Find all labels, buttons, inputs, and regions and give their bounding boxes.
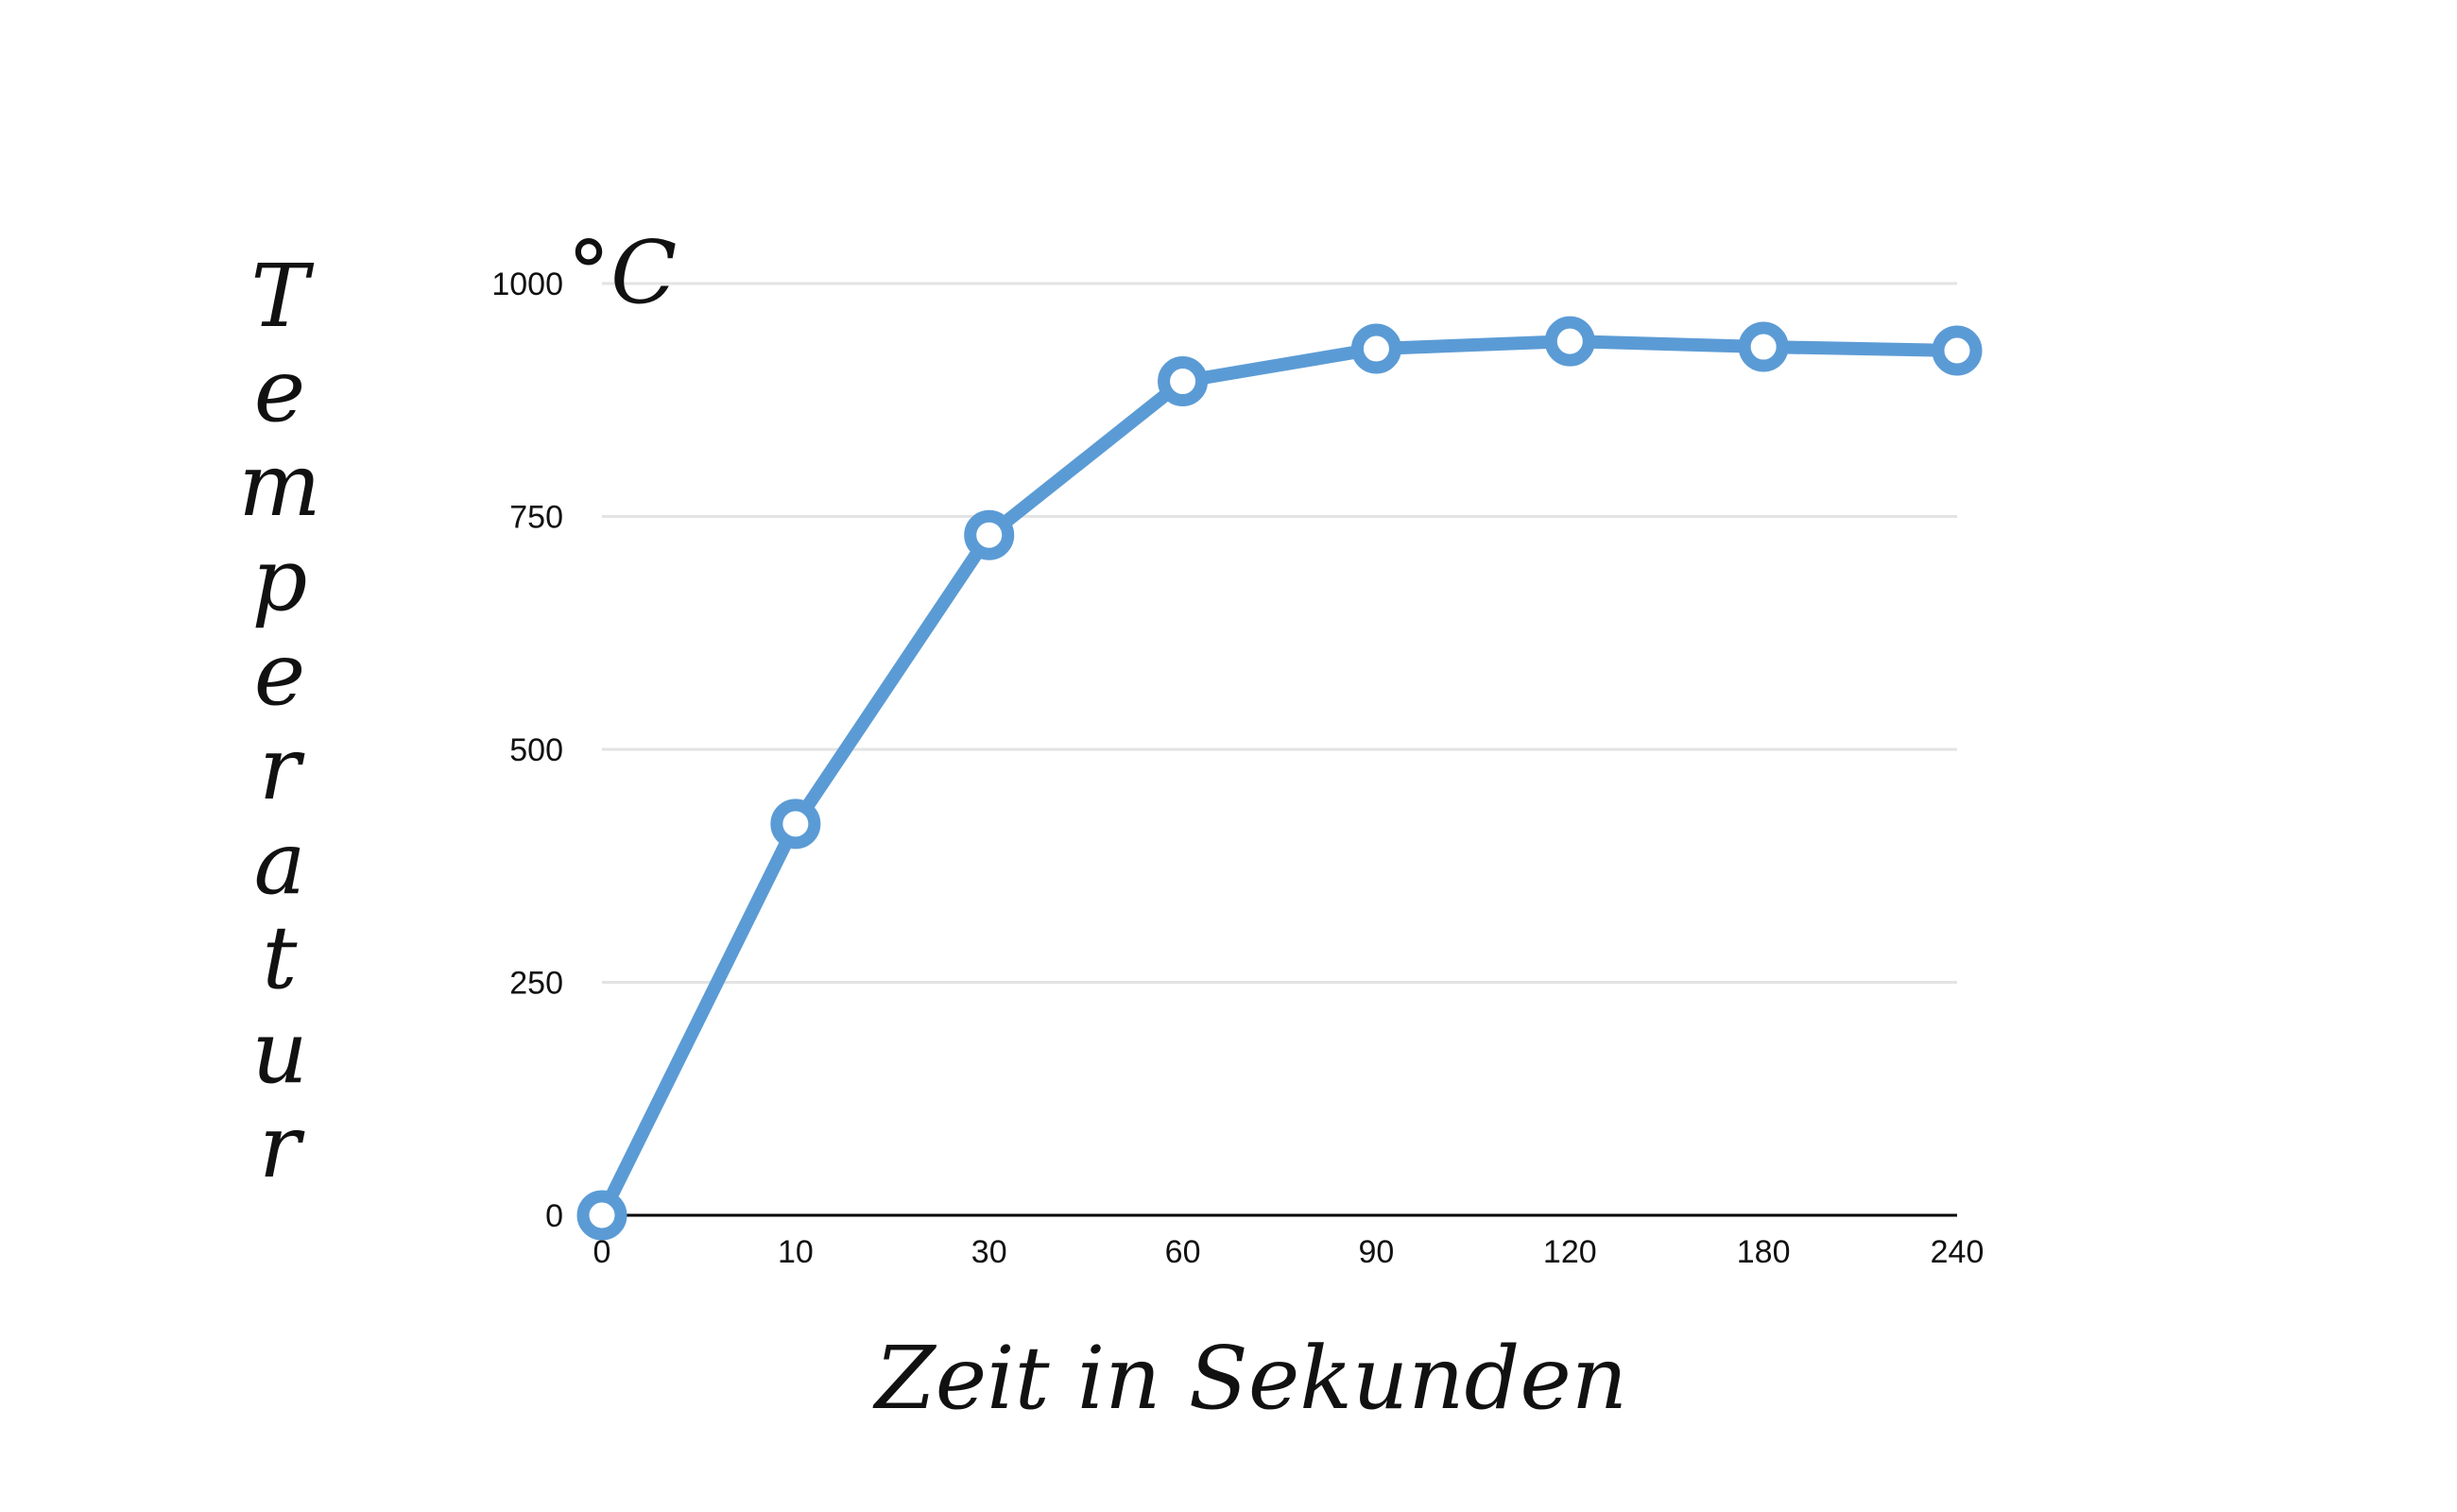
x-tick-labels: 0 10 30 60 90 120 180 240 — [593, 1234, 1984, 1270]
x-tick-label: 0 — [593, 1234, 611, 1270]
y-axis-title-letter: p — [252, 529, 308, 630]
y-axis-title-letter: e — [254, 340, 305, 441]
x-tick-label: 90 — [1359, 1234, 1395, 1270]
y-tick-label: 250 — [509, 966, 563, 1002]
y-axis-title-letter: t — [263, 907, 299, 1008]
data-point — [1544, 316, 1595, 367]
y-tick-label: 500 — [509, 732, 563, 768]
x-tick-label: 240 — [1931, 1234, 1984, 1270]
x-tick-label: 60 — [1165, 1234, 1201, 1270]
y-tick-label: 750 — [509, 500, 563, 536]
x-tick-label: 180 — [1737, 1234, 1791, 1270]
y-axis-title-letter: a — [254, 813, 306, 914]
y-tick-label: 1000 — [491, 266, 563, 302]
y-axis-title-letter: T — [250, 246, 314, 347]
y-axis-title-letter: r — [259, 718, 305, 819]
y-tick-labels: 0 250 500 750 1000 — [491, 266, 563, 1234]
data-point — [964, 509, 1015, 560]
data-point — [576, 1190, 627, 1241]
data-point — [1350, 323, 1401, 374]
series-line — [576, 316, 1983, 1241]
x-axis-title: Zeit in Sekunden — [872, 1328, 1627, 1429]
x-tick-label: 10 — [778, 1234, 814, 1270]
y-axis-title-letter: u — [251, 1002, 307, 1103]
y-unit-label: °C — [567, 222, 677, 323]
data-point — [1158, 356, 1209, 407]
y-axis-title-letter: e — [254, 624, 305, 725]
x-tick-label: 30 — [971, 1234, 1007, 1270]
data-point — [770, 799, 821, 850]
series-line-path — [595, 335, 1964, 1222]
x-tick-label: 120 — [1543, 1234, 1597, 1270]
data-point — [1932, 325, 1983, 376]
gridlines — [602, 282, 1957, 984]
y-axis-title-letter: r — [259, 1096, 305, 1197]
y-axis-title-letter: m — [238, 435, 320, 536]
y-tick-label: 0 — [545, 1198, 563, 1234]
data-point — [1738, 321, 1789, 372]
